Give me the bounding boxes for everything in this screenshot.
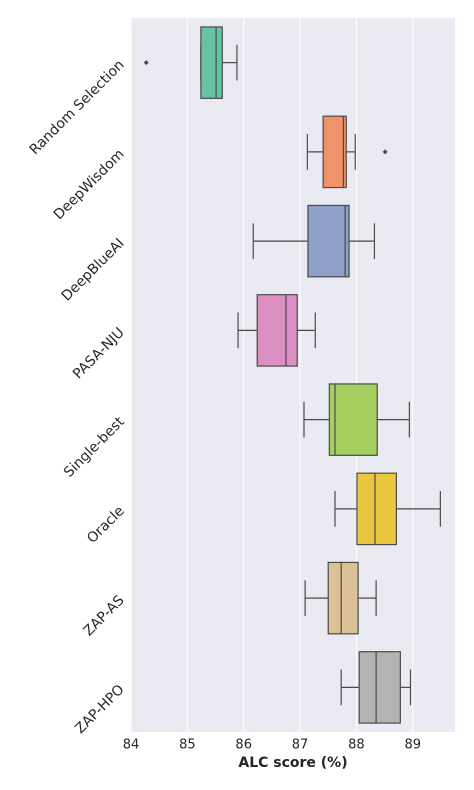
y-tick-label: DeepWisdom — [51, 146, 128, 223]
plot-area — [131, 18, 455, 732]
box — [256, 294, 298, 367]
box — [307, 204, 350, 278]
y-tick-label: ZAP-HPO — [72, 682, 127, 737]
box — [322, 115, 347, 189]
x-tick-label: 87 — [292, 738, 309, 753]
y-tick-label: DeepBlueAI — [59, 235, 128, 304]
y-tick-label: ZAP-AS — [81, 592, 128, 639]
y-tick-label: Single-best — [61, 414, 128, 481]
x-tick-label: 84 — [123, 738, 140, 753]
x-tick-label: 89 — [404, 738, 421, 753]
outlier — [143, 60, 149, 66]
x-axis-label: ALC score (%) — [238, 755, 347, 771]
y-tick-label: Random Selection — [27, 57, 128, 158]
box — [328, 383, 378, 456]
y-tick-label: PASA-NJU — [70, 325, 128, 383]
box — [200, 26, 223, 99]
box — [356, 472, 397, 546]
box — [358, 651, 401, 724]
x-tick-label: 88 — [348, 738, 365, 753]
box — [327, 561, 359, 635]
x-tick-label: 85 — [179, 738, 196, 753]
x-tick-label: 86 — [235, 738, 252, 753]
y-tick-label: Oracle — [84, 503, 128, 547]
outlier — [382, 149, 388, 155]
